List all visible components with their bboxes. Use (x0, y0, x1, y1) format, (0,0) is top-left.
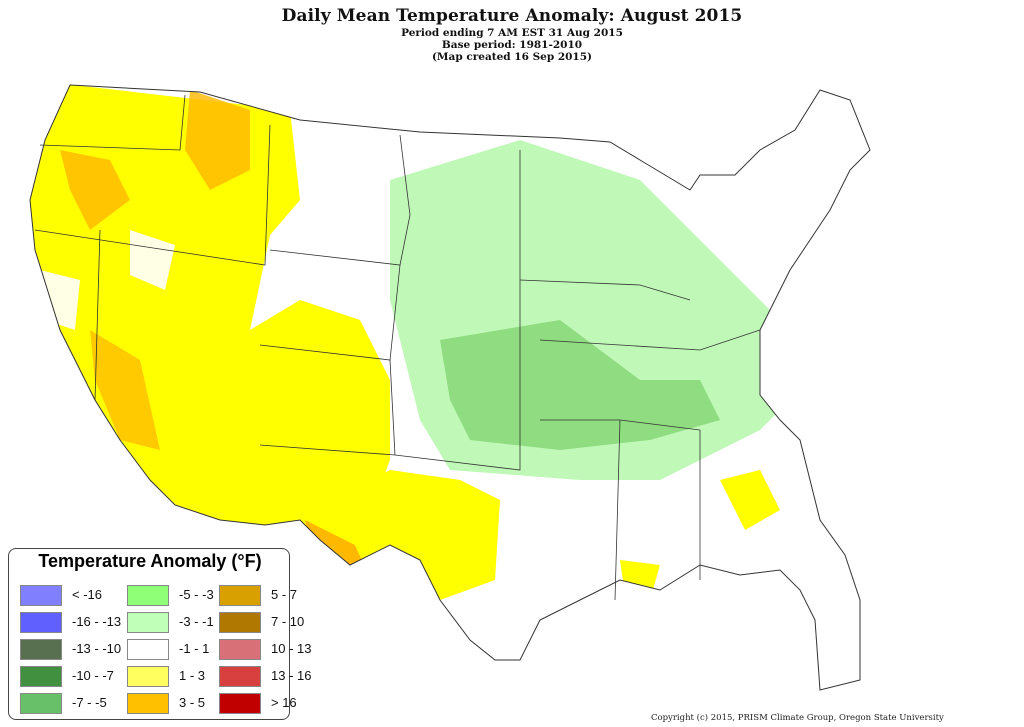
legend-item: 3 - 5 (127, 693, 227, 715)
legend-item: 5 - 7 (219, 585, 319, 607)
legend-label: 3 - 5 (179, 695, 206, 710)
legend-label: < -16 (72, 587, 102, 602)
legend-item: 13 - 16 (219, 666, 319, 688)
legend-label: -1 - 1 (179, 641, 210, 656)
legend-label: -7 - -5 (72, 695, 107, 710)
legend-label: > 16 (271, 695, 297, 710)
legend-swatch (20, 585, 62, 606)
legend-swatch (219, 693, 261, 714)
legend-box: Temperature Anomaly (°F) < -16 -16 - -13… (8, 548, 311, 720)
legend-label: 5 - 7 (271, 587, 298, 602)
legend-item: 10 - 13 (219, 639, 319, 661)
legend-label: -5 - -3 (179, 587, 214, 602)
legend-label: -10 - -7 (72, 668, 114, 683)
legend-label: 13 - 16 (271, 668, 312, 683)
legend-swatch (219, 612, 261, 633)
base-period-subtitle: Base period: 1981-2010 (441, 39, 583, 51)
legend-swatch (20, 666, 62, 687)
legend-item: -1 - 1 (127, 639, 227, 661)
legend-swatch (127, 585, 169, 606)
legend-item: -16 - -13 (20, 612, 122, 634)
legend-label: -16 - -13 (72, 614, 122, 629)
legend-swatch (20, 639, 62, 660)
legend-label: 7 - 10 (271, 614, 305, 629)
legend-item: 1 - 3 (127, 666, 227, 688)
legend-item: -5 - -3 (127, 585, 227, 607)
legend-swatch (219, 639, 261, 660)
legend-swatch (127, 693, 169, 714)
legend-item: -13 - -10 (20, 639, 122, 661)
legend-title: Temperature Anomaly (°F) (38, 551, 262, 571)
legend-item: -3 - -1 (127, 612, 227, 634)
legend-swatch (127, 639, 169, 660)
map-created-subtitle: (Map created 16 Sep 2015) (431, 51, 593, 63)
legend-item: < -16 (20, 585, 120, 607)
legend-item: -7 - -5 (20, 693, 120, 715)
legend-swatch (219, 666, 261, 687)
legend-label: 10 - 13 (271, 641, 312, 656)
legend-swatch (20, 693, 62, 714)
legend-item: > 16 (219, 693, 319, 715)
legend-swatch (219, 585, 261, 606)
legend-label: -13 - -10 (72, 641, 122, 656)
state-borders (34, 94, 761, 601)
legend-swatch (127, 612, 169, 633)
legend-swatch (20, 612, 62, 633)
legend-item: 7 - 10 (219, 612, 319, 634)
copyright-notice: Copyright (c) 2015, PRISM Climate Group,… (651, 713, 944, 723)
title-block: Daily Mean Temperature Anomaly: August 2… (0, 6, 1024, 63)
legend-label: 1 - 3 (179, 668, 206, 683)
period-subtitle: Period ending 7 AM EST 31 Aug 2015 (401, 27, 623, 39)
legend-item: -10 - -7 (20, 666, 120, 688)
legend-swatch (127, 666, 169, 687)
legend-label: -3 - -1 (179, 614, 214, 629)
map-title: Daily Mean Temperature Anomaly: August 2… (281, 6, 743, 26)
